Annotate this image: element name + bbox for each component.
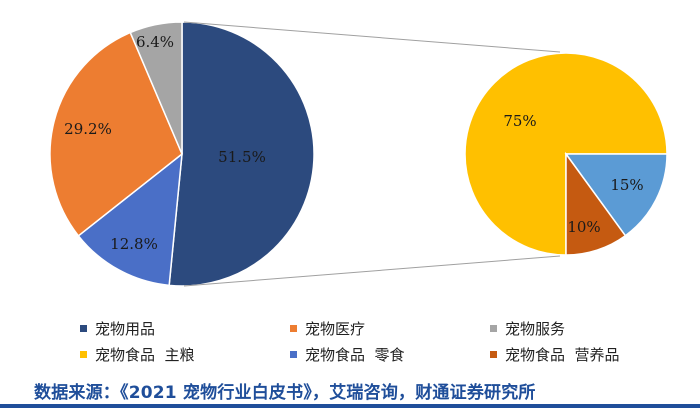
legend-label: 宠物用品: [95, 320, 156, 338]
legend: 宠物用品 宠物医疗 宠物服务宠物食品 主粮 宠物食品 零食 宠物食品 营养品: [0, 312, 700, 372]
legend-swatch: [290, 325, 297, 332]
legend-swatch: [490, 351, 497, 358]
legend-item-宠物食品-零食: 宠物食品 零食: [290, 344, 405, 365]
main-pie-label-宠物用品: 51.5%: [218, 148, 266, 166]
legend-label: 宠物食品 营养品: [505, 346, 620, 364]
source-text: 数据来源：《2021 宠物行业白皮书》，艾瑞咨询，财通证券研究所: [34, 383, 536, 403]
legend-swatch: [490, 325, 497, 332]
legend-item-宠物服务: 宠物服务: [490, 318, 565, 339]
legend-item-宠物食品-营养品: 宠物食品 营养品: [490, 344, 620, 365]
sub-pie-slice-宠物食品-营养品: [565, 151, 627, 256]
legend-item-宠物医疗: 宠物医疗: [290, 318, 365, 339]
legend-item-宠物用品: 宠物用品: [80, 318, 155, 339]
main-pie-label-宠物食品: 12.8%: [110, 235, 158, 253]
legend-label: 宠物食品 主粮: [95, 346, 195, 364]
legend-swatch: [80, 325, 87, 332]
legend-swatch: [80, 351, 87, 358]
main-pie-label-宠物医疗: 29.2%: [64, 120, 112, 138]
connector-line-top: [183, 21, 561, 53]
main-pie-slice-宠物用品: [168, 21, 315, 287]
connector-line-bottom: [183, 255, 561, 287]
bar-of-pie-chart: 51.5% 12.8% 29.2% 6.4% 75% 15% 10%: [49, 21, 668, 287]
main-pie-slice-宠物食品: [77, 152, 183, 287]
source-underline: [0, 404, 700, 408]
sub-pie-slice-宠物食品-零食: [564, 153, 668, 237]
sub-pie-label-宠物食品-主粮: 75%: [503, 112, 536, 130]
main-pie-slice-宠物服务: [129, 21, 183, 155]
legend-label: 宠物服务: [505, 320, 566, 338]
legend-swatch: [290, 351, 297, 358]
legend-label: 宠物医疗: [305, 320, 366, 338]
main-pie-label-宠物服务: 6.4%: [136, 33, 174, 51]
source-footer: [0, 372, 700, 408]
sub-pie-label-宠物食品-零食: 15%: [610, 176, 643, 194]
legend-item-宠物食品-主粮: 宠物食品 主粮: [80, 344, 195, 365]
legend-label: 宠物食品 零食: [305, 346, 405, 364]
sub-pie-label-宠物食品-营养品: 10%: [567, 218, 600, 236]
main-pie-slice-宠物医疗: [49, 31, 183, 237]
